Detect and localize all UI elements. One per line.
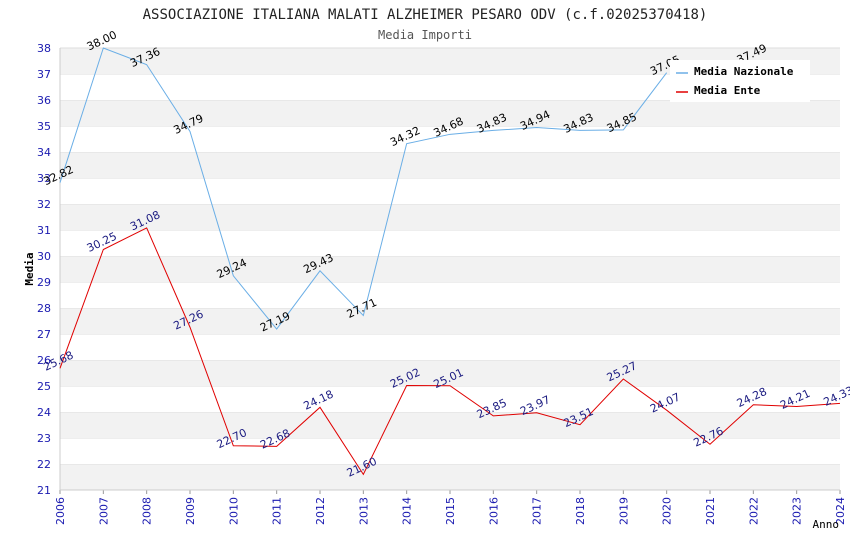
y-tick-label: 26 [37, 354, 51, 367]
grid-band [60, 360, 840, 386]
x-tick-label: 2009 [184, 497, 197, 525]
y-tick-label: 34 [37, 146, 51, 159]
y-axis-title: Media [23, 252, 36, 285]
grid-band [60, 282, 840, 308]
x-tick-label: 2019 [617, 497, 630, 525]
y-tick-label: 21 [37, 484, 51, 497]
y-tick-label: 29 [37, 276, 51, 289]
y-axis-ticks: 21 22 23 24 25 26 27 28 29 30 31 32 33 34 35 36 37 38 [37, 42, 51, 497]
y-tick-label: 38 [37, 42, 51, 55]
x-axis-title: Anno [813, 518, 840, 531]
grid-band [60, 256, 840, 282]
x-tick-label: 2024 [834, 497, 847, 525]
x-tick-label: 2007 [97, 497, 110, 525]
y-tick-label: 32 [37, 198, 51, 211]
x-tick-label: 2008 [141, 497, 154, 525]
series-line-media-nazionale [59, 47, 668, 330]
grid-band [60, 230, 840, 256]
grid-band [60, 438, 840, 464]
grid-bands [60, 47, 840, 490]
x-tick-label: 2006 [54, 497, 67, 525]
grid-band [60, 464, 840, 490]
grid-band [60, 100, 840, 126]
x-tick-label: 2010 [227, 497, 240, 525]
y-tick-label: 27 [37, 328, 51, 341]
x-tick-label: 2014 [401, 497, 414, 525]
y-tick-label: 28 [37, 302, 51, 315]
y-tick-label: 24 [37, 406, 51, 419]
grid-band [60, 178, 840, 204]
grid-band [60, 386, 840, 412]
y-tick-label: 33 [37, 172, 51, 185]
y-tick-label: 23 [37, 432, 51, 445]
x-tick-label: 2020 [661, 497, 674, 525]
grid-band [60, 308, 840, 334]
grid-band [60, 334, 840, 360]
legend-label-media-nazionale: Media Nazionale [694, 65, 794, 78]
x-tick-label: 2022 [747, 497, 760, 525]
series-line-media-ente [59, 227, 841, 476]
legend-label-media-ente: Media Ente [694, 84, 761, 97]
y-tick-label: 30 [37, 250, 51, 263]
x-tick-label: 2017 [531, 497, 544, 525]
chart-title: ASSOCIAZIONE ITALIANA MALATI ALZHEIMER P… [143, 7, 708, 23]
legend: Media Nazionale Media Ente [670, 60, 810, 102]
x-tick-label: 2023 [791, 497, 804, 525]
y-tick-label: 37 [37, 68, 51, 81]
x-axis-ticks: 2006 2007 2008 2009 2010 2011 2012 2013 2014 2015… [54, 490, 847, 525]
x-tick-label: 2011 [271, 497, 284, 525]
y-tick-label: 22 [37, 458, 51, 471]
grid-band [60, 126, 840, 152]
y-tick-label: 36 [37, 94, 51, 107]
x-tick-label: 2021 [704, 497, 717, 525]
x-tick-label: 2016 [487, 497, 500, 525]
grid-band [60, 152, 840, 178]
legend-box [670, 60, 810, 102]
y-tick-label: 35 [37, 120, 51, 133]
x-tick-label: 2012 [314, 497, 327, 525]
grid-band [60, 204, 840, 230]
y-tick-label: 31 [37, 224, 51, 237]
x-tick-label: 2013 [357, 497, 370, 525]
y-tick-label: 25 [37, 380, 51, 393]
x-tick-label: 2015 [444, 497, 457, 525]
x-tick-label: 2018 [574, 497, 587, 525]
grid-band [60, 412, 840, 438]
chart-subtitle: Media Importi [378, 28, 472, 42]
